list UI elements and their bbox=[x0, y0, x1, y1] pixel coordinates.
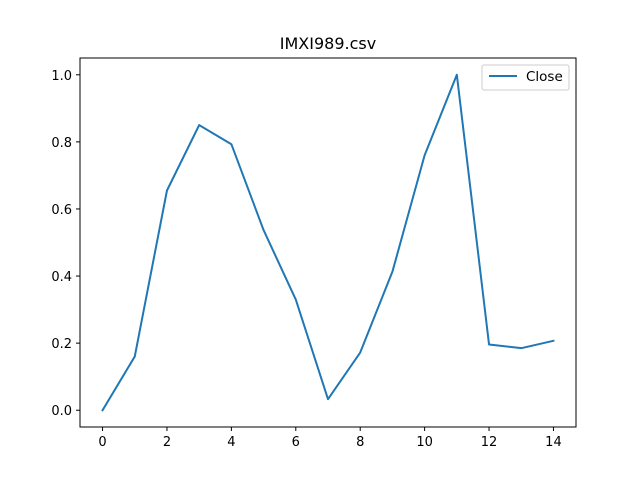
data-point bbox=[456, 74, 458, 76]
series-layer bbox=[101, 73, 555, 412]
legend: Close bbox=[481, 64, 570, 91]
series-line-close bbox=[101, 73, 555, 412]
x-tick-label: 12 bbox=[481, 435, 498, 450]
data-point bbox=[424, 154, 426, 156]
chart-title: IMXI989.csv bbox=[280, 34, 376, 53]
data-point bbox=[359, 352, 361, 354]
x-tick-label: 4 bbox=[227, 435, 235, 450]
data-point bbox=[391, 271, 393, 273]
legend-box bbox=[481, 64, 570, 91]
axes-frame bbox=[79, 57, 577, 428]
legend-label-close: Close bbox=[526, 69, 563, 85]
data-point bbox=[230, 143, 232, 145]
data-point bbox=[488, 343, 490, 345]
y-axis-ticks: 0.0 0.2 0.4 0.6 0.8 1.0 bbox=[51, 69, 80, 419]
y-tick-label: 0.6 bbox=[51, 203, 72, 218]
x-tick-label: 10 bbox=[416, 435, 433, 450]
data-point bbox=[134, 356, 136, 358]
y-tick-label: 0.8 bbox=[51, 136, 72, 151]
y-tick-label: 1.0 bbox=[51, 69, 72, 84]
y-tick-label: 0.2 bbox=[51, 337, 72, 352]
x-tick-label: 0 bbox=[98, 435, 106, 450]
y-tick-label: 0.4 bbox=[51, 270, 72, 285]
data-point bbox=[552, 340, 554, 342]
x-tick-label: 14 bbox=[545, 435, 562, 450]
y-tick-label: 0.0 bbox=[51, 404, 72, 419]
data-point bbox=[166, 190, 168, 192]
x-tick-label: 6 bbox=[292, 435, 300, 450]
data-point bbox=[327, 398, 329, 400]
data-point bbox=[295, 299, 297, 301]
data-point bbox=[102, 409, 104, 411]
x-tick-label: 8 bbox=[356, 435, 364, 450]
plot-area bbox=[79, 57, 577, 428]
data-point bbox=[520, 347, 522, 349]
x-axis-ticks: 0 2 4 6 8 10 12 14 bbox=[98, 427, 562, 450]
data-point bbox=[198, 124, 200, 126]
data-point bbox=[263, 229, 265, 231]
x-tick-label: 2 bbox=[163, 435, 171, 450]
